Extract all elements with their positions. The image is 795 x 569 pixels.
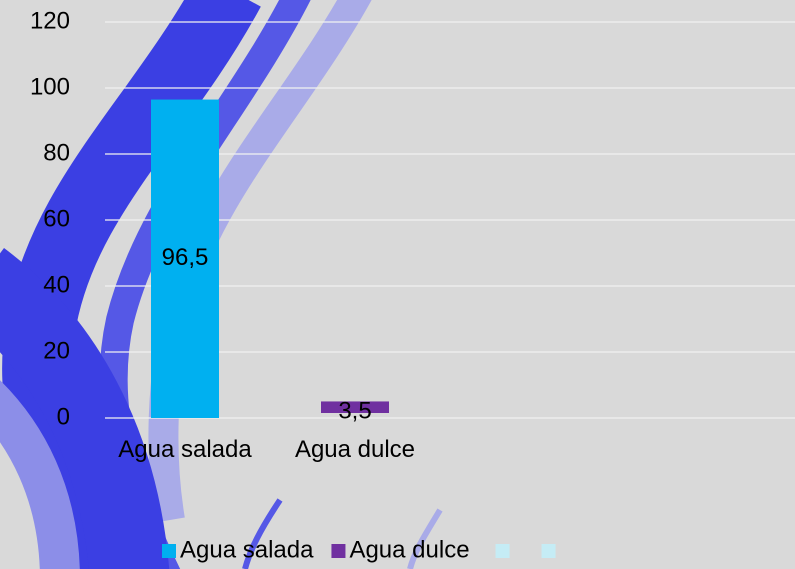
y-tick-label: 80 [43,139,70,166]
x-tick-label: Agua dulce [294,436,416,463]
legend-swatch [162,544,176,558]
y-tick-label: 0 [57,403,70,430]
legend-swatch-empty [541,544,556,558]
legend-swatch [331,544,346,558]
y-tick-label: 120 [30,7,70,34]
data-label: 96,5 [162,244,209,271]
legend-swatch-empty [495,544,510,558]
y-tick-label: 100 [30,73,70,100]
y-tick-label: 40 [43,271,70,298]
legend-label: Agua dulce [349,536,469,563]
x-tick-label: Agua salada [118,436,252,463]
y-tick-label: 20 [43,337,70,364]
legend-label: Agua salada [180,536,314,563]
data-label: 3,5 [338,398,371,425]
y-tick-label: 60 [43,205,70,232]
bar [321,401,389,413]
bar [151,99,219,419]
